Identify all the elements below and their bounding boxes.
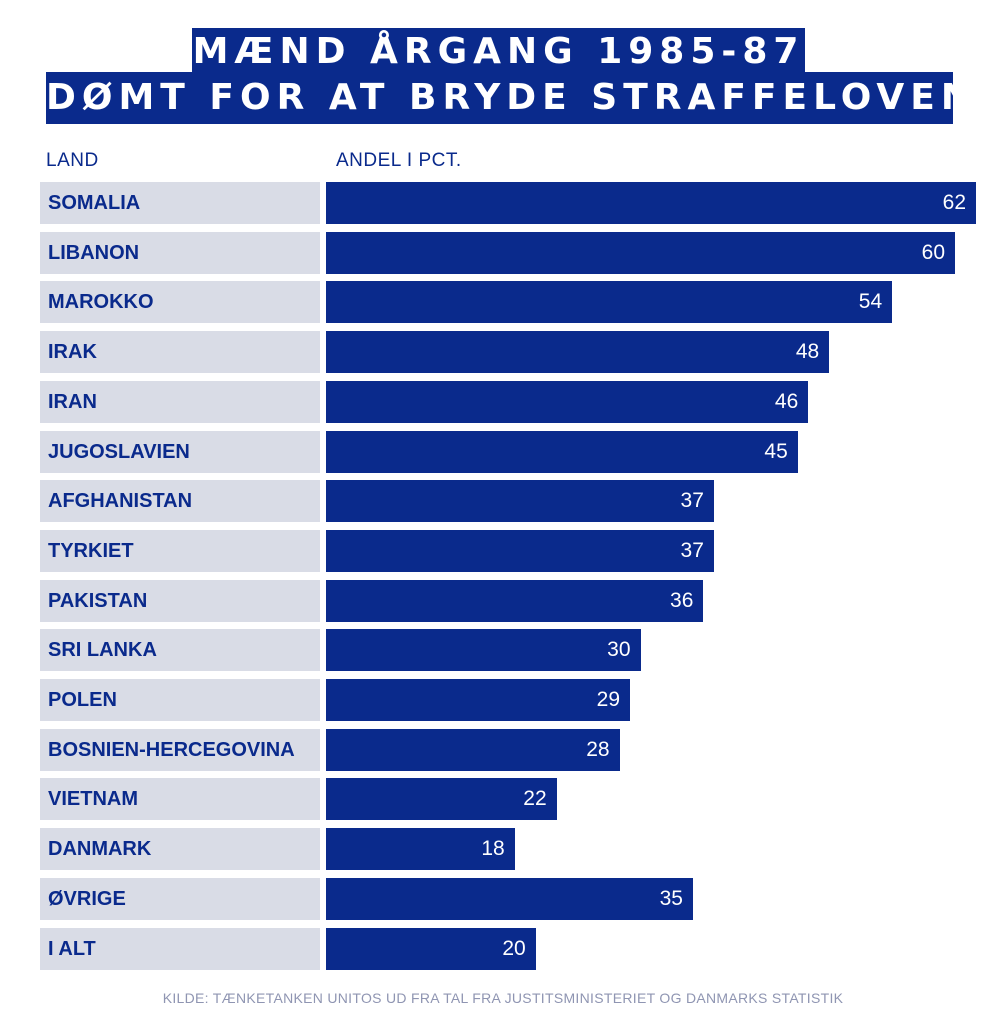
bar-value-label: 22 [523, 787, 547, 811]
bar-value-label: 37 [680, 538, 704, 562]
bar-value-label: 28 [586, 737, 610, 761]
bar [326, 380, 809, 423]
bar [326, 877, 693, 920]
bar [326, 231, 956, 274]
bar-value-label: 45 [764, 439, 788, 463]
bar-value-label: 62 [942, 191, 966, 214]
bar-value-label: 54 [858, 290, 883, 314]
bar [326, 579, 704, 622]
bar [326, 778, 557, 821]
bar [326, 480, 714, 523]
bar-value-label: 48 [795, 340, 820, 364]
bar [326, 828, 515, 871]
category-label: BOSNIEN-HERCEGOVINA [40, 728, 320, 771]
category-label: TYRKIET [40, 529, 320, 572]
category-label: JUGOSLAVIEN [40, 430, 320, 473]
bar-value-label: 46 [774, 389, 799, 413]
category-label: POLEN [40, 679, 320, 721]
bar-value-label: 36 [670, 588, 694, 612]
bar-value-label: 60 [921, 240, 946, 264]
bar [326, 430, 798, 473]
category-label: ØVRIGE [40, 877, 320, 920]
bar [326, 927, 536, 970]
chart-title-line-1: MÆND ÅRGANG 1985-87 [192, 28, 805, 76]
bar [326, 281, 893, 324]
category-label: SOMALIA [40, 182, 320, 224]
source-note: KILDE: TÆNKETANKEN UNITOS UD FRA TAL FRA… [162, 990, 844, 1006]
bar-value-label: 37 [680, 489, 704, 513]
bar [326, 629, 641, 672]
category-label: IRAN [40, 380, 320, 423]
category-label: MAROKKO [40, 281, 320, 324]
bar [326, 529, 714, 572]
column-header-andel: ANDEL I PCT. [336, 150, 462, 171]
bar-value-label: 18 [481, 837, 505, 861]
category-label: SRI LANKA [40, 629, 320, 672]
bar-value-label: 29 [596, 688, 621, 711]
bar-value-label: 35 [659, 886, 683, 910]
bar-value-label: 30 [607, 638, 631, 662]
bar-value-label: 20 [502, 936, 526, 960]
category-label: LIBANON [40, 231, 320, 274]
chart-title-line-2: DØMT FOR AT BRYDE STRAFFELOVEN [46, 72, 971, 124]
bar [326, 679, 631, 721]
category-label: VIETNAM [40, 778, 320, 821]
bar [326, 182, 976, 224]
column-header-land: LAND [46, 150, 99, 171]
category-label: AFGHANISTAN [40, 480, 320, 523]
bar [326, 331, 830, 374]
bar [326, 728, 620, 771]
category-label: IRAK [40, 331, 320, 374]
category-label: PAKISTAN [40, 579, 320, 622]
category-label: I ALT [40, 927, 320, 970]
category-label: DANMARK [40, 828, 320, 871]
